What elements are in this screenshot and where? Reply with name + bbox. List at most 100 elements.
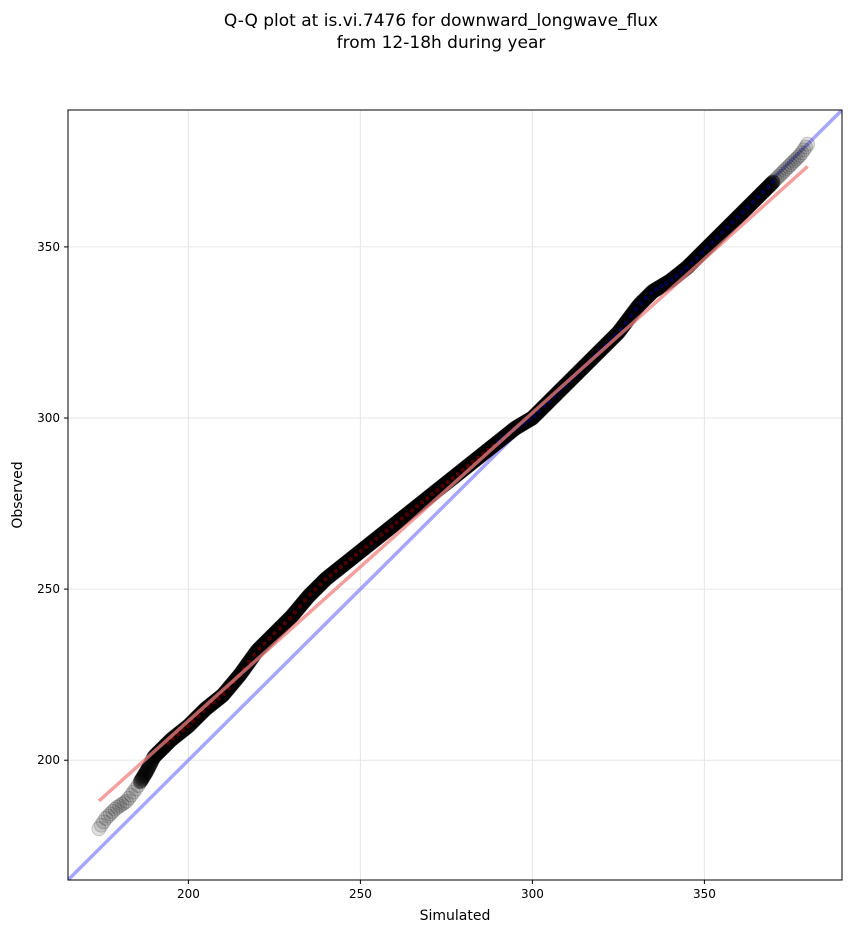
quantile-core-point xyxy=(664,281,669,286)
identity-line-path xyxy=(68,110,842,880)
quantile-core-point xyxy=(409,508,415,513)
quantile-point xyxy=(794,145,810,161)
quantile-core-point xyxy=(648,290,654,296)
quantile-core-point xyxy=(694,255,700,260)
quantile-point xyxy=(116,795,132,811)
quantile-point xyxy=(796,142,812,158)
quantile-core-point xyxy=(404,512,410,517)
quantile-core-point xyxy=(287,616,293,621)
quantile-core-point xyxy=(725,225,730,230)
quantile-point xyxy=(98,810,114,826)
quantile-core-point xyxy=(348,556,354,562)
quantile-core-point xyxy=(323,577,328,582)
identity-line xyxy=(68,110,842,880)
quantile-point xyxy=(137,767,153,783)
quantile-core-point xyxy=(740,210,745,215)
quantile-core-point xyxy=(262,641,267,646)
quantile-point xyxy=(105,804,121,820)
quantile-point xyxy=(800,136,816,152)
quantile-core-point xyxy=(313,587,318,592)
x-axis-label: Simulated xyxy=(420,908,491,924)
quantile-core-point xyxy=(633,307,639,312)
quantile-point xyxy=(788,151,804,167)
quantile-point xyxy=(125,784,141,800)
quantile-point xyxy=(93,817,109,833)
quantile-core-point xyxy=(394,520,399,525)
quantile-core-point xyxy=(374,536,379,541)
quantile-core-point xyxy=(246,659,252,665)
quantile-core-point xyxy=(750,199,756,205)
quantile-point xyxy=(100,808,116,824)
quantile-core-point xyxy=(389,524,394,529)
quantile-point xyxy=(782,157,798,173)
quantile-core-point xyxy=(369,540,374,546)
quantile-core-point xyxy=(272,631,277,636)
quantile-core-point xyxy=(455,471,460,477)
quantile-core-point xyxy=(185,724,191,729)
quantile-point xyxy=(128,781,144,797)
quantile-core-point xyxy=(638,300,644,306)
quantile-core-point xyxy=(704,245,710,250)
quantile-core-point xyxy=(765,184,771,190)
quantile-core-point xyxy=(318,582,323,587)
quantile-point xyxy=(107,801,123,817)
quantile-point xyxy=(133,773,149,789)
regression-line-path xyxy=(97,165,809,803)
quantile-core-point xyxy=(755,194,761,200)
quantile-core-point xyxy=(445,479,450,485)
quantile-point xyxy=(132,774,148,790)
quantile-point xyxy=(792,147,808,163)
quantile-core-point xyxy=(399,516,404,521)
quantile-point xyxy=(786,153,802,169)
quantile-point xyxy=(139,763,155,779)
quantile-point xyxy=(790,149,806,165)
quantile-core-point xyxy=(628,313,633,319)
quantile-core-point xyxy=(221,691,226,697)
y-tick-label: 350 xyxy=(37,240,60,254)
quantile-core-point xyxy=(735,215,740,220)
quantile-point xyxy=(767,172,783,188)
y-tick-label: 200 xyxy=(37,753,60,767)
quantile-core-point xyxy=(216,696,221,701)
quantile-core-point xyxy=(430,492,435,497)
quantile-core-point xyxy=(659,284,664,289)
quantile-point xyxy=(135,769,151,785)
quantile-core-point xyxy=(715,235,720,240)
quantile-points xyxy=(91,136,816,837)
quantile-point xyxy=(140,760,156,776)
chart-title-line-2: from 12-18h during year xyxy=(337,33,546,53)
quantile-point xyxy=(780,159,796,175)
quantile-point xyxy=(121,790,137,806)
quantile-point xyxy=(134,771,150,787)
quantile-core-point xyxy=(771,179,776,185)
quantile-point xyxy=(773,166,789,182)
quantile-core-point xyxy=(679,269,684,275)
chart-title-line-1: Q-Q plot at is.vi.7476 for downward_long… xyxy=(224,11,658,31)
quantile-point xyxy=(130,778,146,794)
quantile-core-point xyxy=(440,483,445,489)
quantile-point xyxy=(136,768,152,784)
quantile-point xyxy=(798,139,814,155)
y-tick-label: 250 xyxy=(37,582,60,596)
quantile-core-point xyxy=(709,240,715,245)
quantile-core-point xyxy=(623,320,628,326)
quantile-core-point xyxy=(338,564,343,570)
quantile-core-point xyxy=(720,230,725,235)
quantile-core-point xyxy=(460,467,466,473)
quantile-core-point xyxy=(180,728,186,733)
quantile-core-point xyxy=(379,532,384,537)
quantile-core-point xyxy=(302,598,308,603)
quantile-core-point xyxy=(450,475,455,481)
quantile-core-point xyxy=(343,560,349,566)
quantile-point xyxy=(109,799,125,815)
x-tick-label: 300 xyxy=(521,887,544,901)
quantile-core-point xyxy=(684,265,689,271)
quantile-core-point xyxy=(425,496,430,501)
quantile-point xyxy=(91,821,107,837)
quantile-point xyxy=(123,787,139,803)
quantile-point xyxy=(114,796,130,812)
quantile-core-point xyxy=(328,573,333,578)
quantile-core-point xyxy=(414,504,420,509)
y-tick-label: 300 xyxy=(37,411,60,425)
